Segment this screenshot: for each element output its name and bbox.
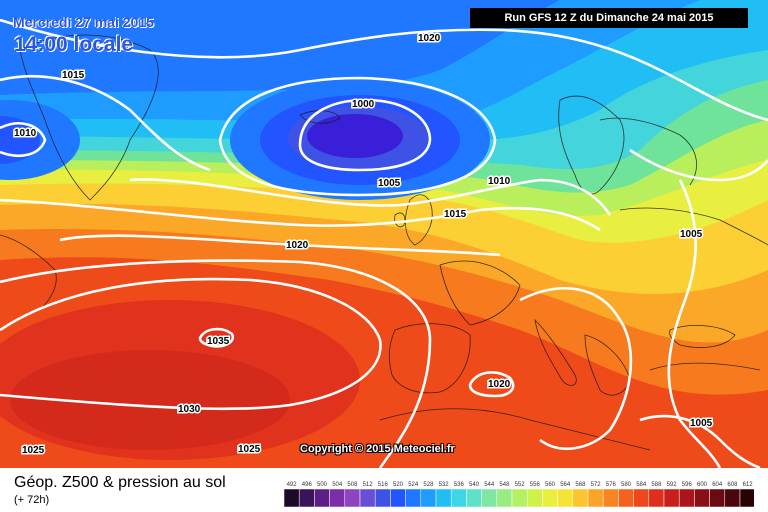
scale-tick-label: 600: [697, 482, 708, 488]
scale-tick-label: 608: [727, 482, 738, 488]
isobar-label-1035: 1035: [207, 336, 230, 347]
isobar-label-1005-mid: 1005: [378, 178, 401, 189]
scale-tick-label: 532: [439, 482, 450, 488]
scale-swatch: [618, 488, 634, 508]
scale-swatch: [390, 488, 406, 508]
scale-tick-label: 528: [423, 482, 434, 488]
scale-tick-label: 580: [621, 482, 632, 488]
scale-swatch: [344, 488, 361, 508]
scale-swatch: [450, 488, 467, 508]
isobar-label-1015-right: 1015: [444, 209, 467, 220]
scale-swatch: [724, 488, 741, 508]
scale-tick-label: 588: [651, 482, 662, 488]
scale-swatch: [435, 488, 452, 508]
run-info: Run GFS 12 Z du Dimanche 24 mai 2015: [470, 8, 748, 28]
scale-tick-label: 604: [712, 482, 723, 488]
scale-swatch: [557, 488, 574, 508]
scale-swatch: [678, 488, 695, 508]
isobar-label-1010-right: 1010: [488, 176, 511, 187]
isobar-label-1020-med: 1020: [488, 379, 511, 390]
scale-swatch: [481, 488, 498, 508]
scale-swatch: [572, 488, 589, 508]
scale-swatch: [542, 488, 558, 508]
scale-swatch: [648, 488, 665, 508]
forecast-time: 14:00 locale: [14, 33, 134, 56]
scale-swatch: [374, 488, 391, 508]
isobar-label-1000: 1000: [352, 99, 375, 110]
scale-swatch: [284, 488, 300, 508]
scale-tick-label: 568: [575, 482, 586, 488]
isobar-label-1005-east: 1005: [680, 229, 703, 240]
isobar-label-1020-mid: 1020: [286, 240, 309, 251]
scale-swatch: [739, 488, 754, 508]
scale-tick-label: 584: [636, 482, 647, 488]
scale-swatch: [405, 488, 422, 508]
scale-tick-label: 596: [682, 482, 693, 488]
scale-tick-label: 548: [499, 482, 510, 488]
scale-tick-label: 492: [287, 482, 298, 488]
scale-tick-label: 536: [454, 482, 465, 488]
isobar-label-1015-left: 1015: [62, 70, 85, 81]
scale-tick-label: 612: [743, 482, 754, 488]
isobar-label-1005-se: 1005: [690, 418, 713, 429]
scale-tick-label: 512: [363, 482, 374, 488]
scale-swatch: [633, 488, 650, 508]
scale-swatch: [496, 488, 513, 508]
scale-tick-label: 572: [591, 482, 602, 488]
scale-swatch: [602, 488, 619, 508]
scale-tick-label: 560: [545, 482, 556, 488]
scale-tick-label: 516: [378, 482, 389, 488]
color-scale: 492 496 500 504 508 512 516 520 524 528 532 536 540 5…: [284, 482, 754, 508]
weather-map: 1020 1015 1010 1000 1005 1010 1015 1020 …: [0, 0, 768, 468]
forecast-date: Mercredi 27 mai 2015: [13, 14, 154, 30]
scale-swatch: [526, 488, 543, 508]
scale-tick-label: 564: [560, 482, 571, 488]
scale-tick-label: 576: [606, 482, 617, 488]
legend-subtitle: (+ 72h): [14, 494, 50, 506]
scale-tick-label: 556: [530, 482, 541, 488]
scale-tick-label: 540: [469, 482, 480, 488]
scale-tick-label: 524: [408, 482, 419, 488]
isobar-label-1025-bottom: 1025: [238, 444, 261, 455]
scale-swatch: [466, 488, 482, 508]
scale-tick-label: 508: [347, 482, 358, 488]
scale-swatch: [511, 488, 528, 508]
scale-swatch: [709, 488, 726, 508]
isobar-label-1030: 1030: [178, 404, 201, 415]
scale-swatch: [359, 488, 376, 508]
scale-tick-label: 592: [667, 482, 678, 488]
scale-swatch: [314, 488, 330, 508]
isobar-label-1025-left: 1025: [22, 445, 45, 456]
scale-tick-label: 520: [393, 482, 404, 488]
legend-title: Géop. Z500 & pression au sol: [14, 474, 226, 491]
scale-swatch: [298, 488, 315, 508]
scale-tick-label: 544: [484, 482, 495, 488]
isobar-label-1010-left: 1010: [14, 128, 37, 139]
scale-swatch: [694, 488, 710, 508]
scale-swatch: [663, 488, 680, 508]
scale-swatch: [420, 488, 437, 508]
scale-swatch: [329, 488, 346, 508]
scale-tick-label: 504: [332, 482, 343, 488]
scale-swatch: [587, 488, 604, 508]
scale-tick-label: 552: [515, 482, 526, 488]
scale-tick-label: 500: [317, 482, 328, 488]
scale-tick-label: 496: [302, 482, 313, 488]
copyright: Copyright © 2015 Meteociel.fr: [300, 443, 455, 455]
isobar-label-1020-top: 1020: [418, 33, 441, 44]
